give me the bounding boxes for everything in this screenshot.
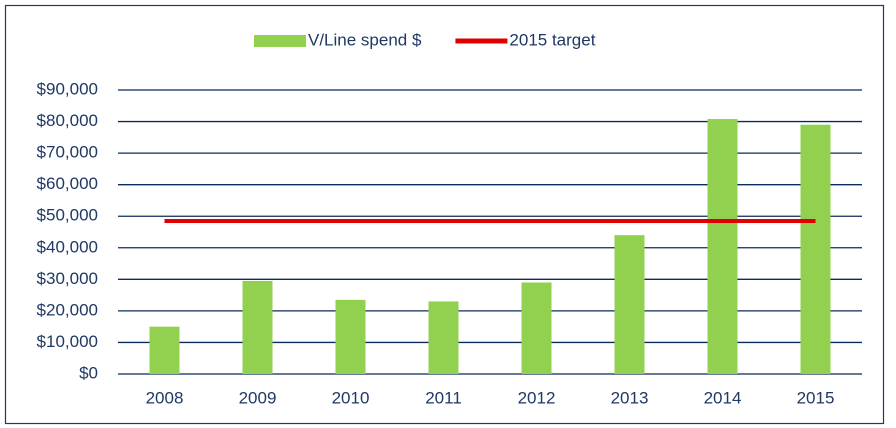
legend-label: V/Line spend $: [308, 30, 422, 49]
y-tick-label: $90,000: [37, 79, 98, 98]
x-tick-label: 2013: [611, 388, 649, 407]
x-tick-label: 2010: [332, 388, 370, 407]
legend-label: 2015 target: [509, 30, 595, 49]
bar: [521, 282, 552, 374]
x-tick-label: 2008: [146, 388, 184, 407]
y-tick-label: $60,000: [37, 174, 98, 193]
y-tick-label: $20,000: [37, 300, 98, 319]
bar: [242, 280, 273, 374]
x-tick-label: 2015: [797, 388, 835, 407]
y-tick-label: $80,000: [37, 111, 98, 130]
y-tick-label: $30,000: [37, 269, 98, 288]
bar: [335, 299, 366, 374]
x-tick-label: 2009: [239, 388, 277, 407]
bar: [707, 119, 738, 374]
bar: [614, 235, 645, 374]
bar: [149, 326, 180, 374]
y-tick-label: $0: [79, 363, 98, 382]
x-tick-label: 2014: [704, 388, 742, 407]
bar: [800, 124, 831, 374]
y-tick-label: $70,000: [37, 143, 98, 162]
x-tick-label: 2011: [425, 388, 462, 407]
legend-swatch: [254, 35, 306, 47]
x-tick-label: 2012: [518, 388, 556, 407]
y-tick-label: $40,000: [37, 237, 98, 256]
bar: [428, 301, 459, 374]
y-tick-label: $50,000: [37, 206, 98, 225]
y-tick-label: $10,000: [37, 332, 98, 351]
